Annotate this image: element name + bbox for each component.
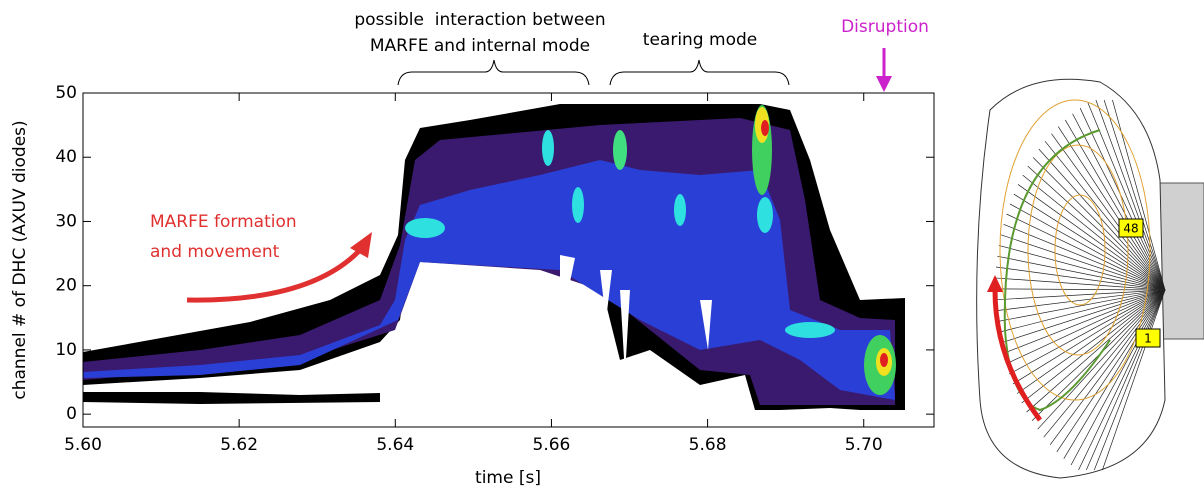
y-tick-label: 40 (55, 147, 77, 167)
sight-line (1064, 119, 1166, 291)
sight-line (1079, 107, 1166, 291)
sight-line (995, 266, 1166, 291)
sight-line (995, 277, 1166, 291)
sight-line (1013, 193, 1166, 291)
annotation: MARFE and internal mode (370, 36, 590, 56)
contour-cyan (542, 130, 554, 166)
x-tick-label: 5.68 (689, 435, 727, 455)
contour-cyan (674, 194, 686, 226)
sight-line (1006, 213, 1166, 291)
arrow-head (987, 275, 1003, 292)
sight-line (1049, 289, 1166, 446)
sight-line (1016, 289, 1166, 394)
x-tick-label: 5.62 (220, 435, 258, 455)
brace (609, 59, 790, 86)
sight-line (1063, 289, 1166, 459)
sight-line (1095, 99, 1166, 291)
plot-frame (82, 92, 935, 428)
contour-image (83, 40, 905, 410)
sight-line (1005, 289, 1166, 365)
sight-line (1102, 289, 1166, 471)
contour-black-low (83, 392, 380, 404)
sight-line (1087, 102, 1166, 291)
sight-line (995, 289, 1166, 312)
x-tick-label: 5.64 (376, 435, 414, 455)
flux-surface (1027, 144, 1129, 356)
annotation: possible interaction between (354, 10, 605, 30)
sight-line (1070, 289, 1166, 466)
sight-line (1085, 289, 1166, 471)
annotation: and movement (150, 242, 280, 262)
contour-red (761, 120, 769, 136)
y-tick-label: 30 (55, 211, 77, 231)
contour-cyan (572, 187, 584, 223)
y-axis-label: channel # of DHC (AXUV diodes) (10, 120, 30, 399)
sight-line (996, 289, 1166, 322)
tokamak-diagram: 48 1 (976, 78, 1204, 479)
sight-line (1056, 289, 1166, 453)
arrow (186, 248, 362, 303)
sight-line (997, 255, 1166, 291)
sight-line (1093, 289, 1166, 471)
sight-line (998, 289, 1166, 333)
x-tick-label: 5.60 (64, 435, 102, 455)
sight-line (995, 288, 1166, 291)
sight-line (1022, 174, 1166, 291)
sight-line (1000, 289, 1166, 344)
sight-line (1017, 184, 1166, 291)
channel-label: 48 (1123, 222, 1138, 236)
x-tick-label: 5.70 (845, 435, 883, 455)
brace (397, 59, 590, 86)
contour-cyan (613, 130, 627, 170)
contour-blue (83, 160, 895, 400)
contour-red (880, 353, 888, 367)
x-tick-label: 5.66 (533, 435, 571, 455)
annotation: tearing mode (643, 30, 757, 50)
sight-line (998, 245, 1166, 291)
arrow-head (876, 76, 892, 92)
sight-line (1078, 289, 1166, 471)
sight-line (1044, 140, 1166, 291)
arrow-head (350, 232, 372, 258)
sight-line (1038, 148, 1166, 291)
sight-line (1051, 133, 1166, 291)
contour-cyan (405, 218, 445, 238)
y-tick-label: 0 (66, 404, 77, 424)
sight-line (1027, 165, 1166, 291)
sight-line (1021, 289, 1166, 404)
sight-line (1012, 289, 1166, 385)
contour-cyan (785, 322, 835, 338)
arrow (992, 289, 1043, 422)
annotation: MARFE formation (150, 212, 297, 232)
label-box (1135, 328, 1161, 348)
label-box (1118, 218, 1144, 238)
x-axis-label: time [s] (475, 468, 541, 488)
sight-line (1043, 289, 1166, 438)
sight-line (1037, 289, 1166, 430)
channel-label: 1 (1144, 332, 1152, 346)
sight-line (1003, 223, 1166, 291)
flux-surface (1054, 194, 1106, 306)
sight-line (1009, 203, 1166, 291)
sight-line (1032, 157, 1166, 291)
flux-surface (999, 99, 1151, 401)
sight-line (1103, 99, 1166, 291)
y-tick-label: 20 (55, 276, 77, 296)
sight-line (1009, 289, 1166, 375)
sight-line (1057, 126, 1166, 291)
sight-line (995, 289, 1166, 301)
annotation: Disruption (841, 17, 929, 37)
sight-line (1002, 289, 1166, 354)
y-tick-label: 50 (55, 83, 77, 103)
y-tick-label: 10 (55, 340, 77, 360)
contour-cyan (757, 197, 773, 233)
